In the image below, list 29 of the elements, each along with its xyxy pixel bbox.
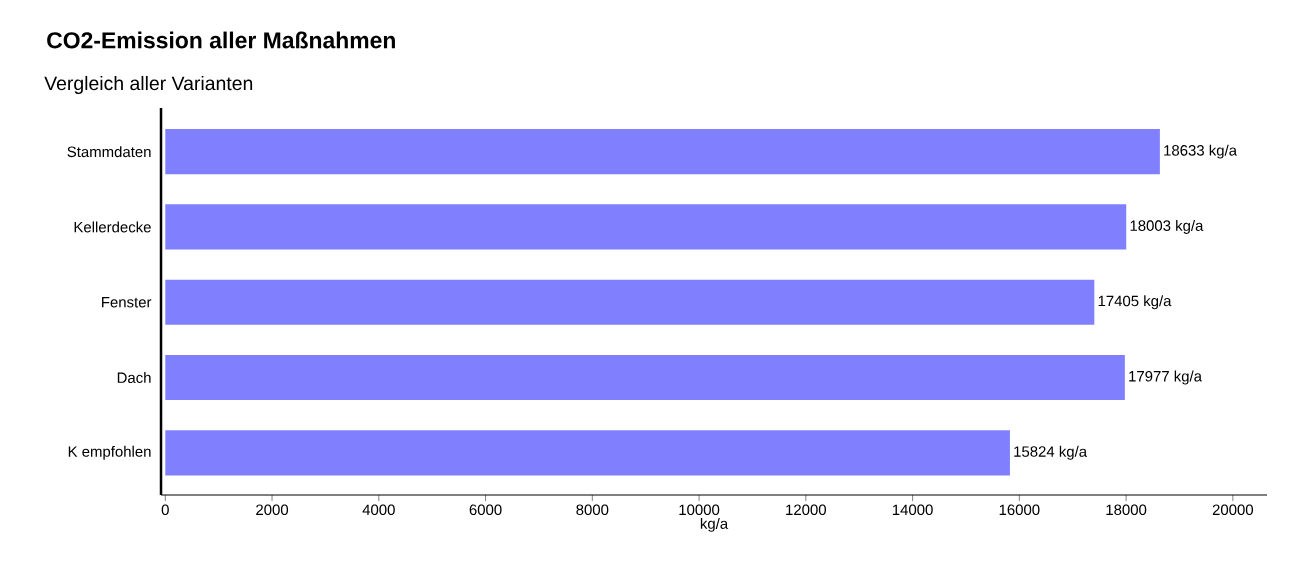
y-tick-label: Fenster (102, 297, 152, 308)
data-label: 18003 kg/a (1130, 219, 1204, 234)
y-tick-label: Kellerdecke (74, 221, 151, 233)
data-label: 15824 kg/a (1014, 445, 1088, 460)
x-tick-label: 6000 (469, 504, 502, 516)
data-label: 17977 kg/a (1129, 370, 1202, 385)
chart-title: CO2-Emission aller Maßnahmen (47, 31, 395, 49)
y-tick-label: Dach (117, 372, 151, 384)
y-tick-label: Stammdaten (67, 146, 151, 158)
x-tick-label: 10000 (679, 504, 720, 516)
x-tick-label: 18000 (1106, 504, 1147, 516)
bar (165, 279, 1095, 325)
y-tick-label: K empfohlen (68, 445, 151, 460)
bar (165, 129, 1160, 175)
x-tick-label: 14000 (892, 504, 933, 516)
bar (165, 430, 1010, 476)
data-label: 17405 kg/a (1098, 295, 1172, 310)
x-tick-label: 8000 (576, 504, 609, 516)
data-label: 18633 kg/a (1164, 144, 1238, 159)
chart-subtitle: Vergleich aller Varianten (44, 75, 253, 95)
x-axis-title: kg/a (700, 517, 729, 532)
x-tick-label: 16000 (999, 504, 1040, 516)
x-tick-label: 0 (161, 504, 169, 516)
x-tick-label: 20000 (1212, 504, 1254, 516)
bar (165, 354, 1125, 401)
x-tick-label: 4000 (362, 504, 395, 516)
x-tick-label: 2000 (256, 504, 289, 516)
x-tick-label: 12000 (786, 504, 826, 516)
bar (165, 204, 1127, 250)
